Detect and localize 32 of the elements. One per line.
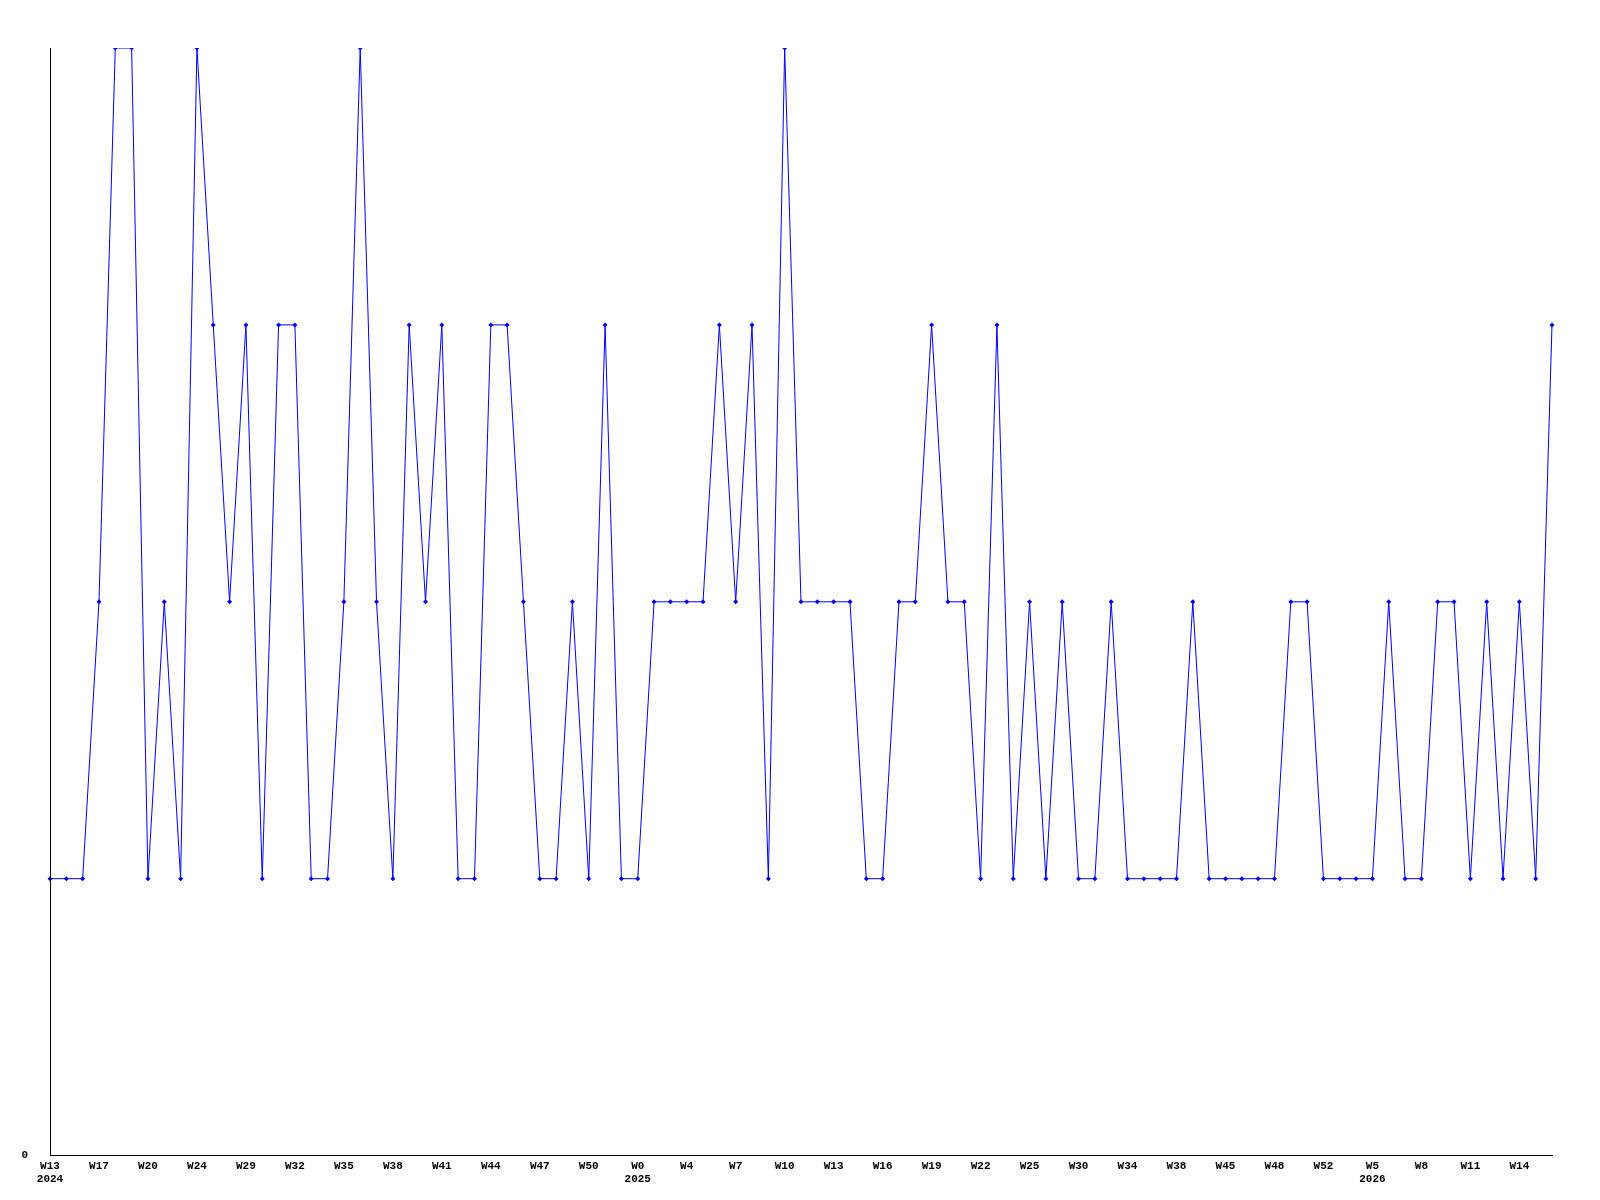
x-tick-label: W48: [1264, 1159, 1285, 1172]
x-tick-label: W35: [333, 1159, 355, 1172]
x-tick-label: W29: [236, 1159, 256, 1172]
x-tick-label: W0 2025: [624, 1159, 652, 1186]
x-tick-label: W20: [138, 1159, 158, 1172]
x-tick-label: W38: [1166, 1159, 1187, 1172]
x-tick-label: W47: [529, 1159, 550, 1172]
x-tick-label: W13: [823, 1159, 844, 1172]
x-tick-label: W41: [431, 1159, 453, 1172]
x-tick-label: W16: [872, 1159, 893, 1172]
x-tick-label: W25: [1019, 1159, 1040, 1172]
x-tick-label: W11: [1460, 1159, 1481, 1172]
x-tick-label: W13 2024: [36, 1159, 64, 1186]
x-tick-label: W24: [187, 1159, 208, 1172]
x-tick-label: W7: [729, 1159, 743, 1172]
x-tick-label: W10: [774, 1159, 795, 1172]
x-tick-label: W38: [382, 1159, 404, 1172]
x-tick-label: W30: [1068, 1159, 1089, 1172]
x-tick-label: W52: [1313, 1159, 1334, 1172]
x-tick-label: W45: [1215, 1159, 1236, 1172]
x-tick-label: W17: [89, 1159, 109, 1172]
x-tick-label: W34: [1117, 1159, 1138, 1172]
x-tick-label: W14: [1509, 1159, 1530, 1172]
x-tick-label: W4: [680, 1159, 694, 1172]
text: 0: [21, 1149, 28, 1162]
x-tick-label: W22: [970, 1159, 991, 1172]
x-tick-label: W32: [284, 1159, 305, 1172]
x-tick-label: W50: [578, 1159, 599, 1172]
x-tick-label: W19: [921, 1159, 942, 1172]
x-tick-label: W44: [480, 1159, 502, 1172]
x-tick-label: W8: [1414, 1159, 1429, 1172]
x-tick-label: W5 2026: [1359, 1159, 1386, 1186]
